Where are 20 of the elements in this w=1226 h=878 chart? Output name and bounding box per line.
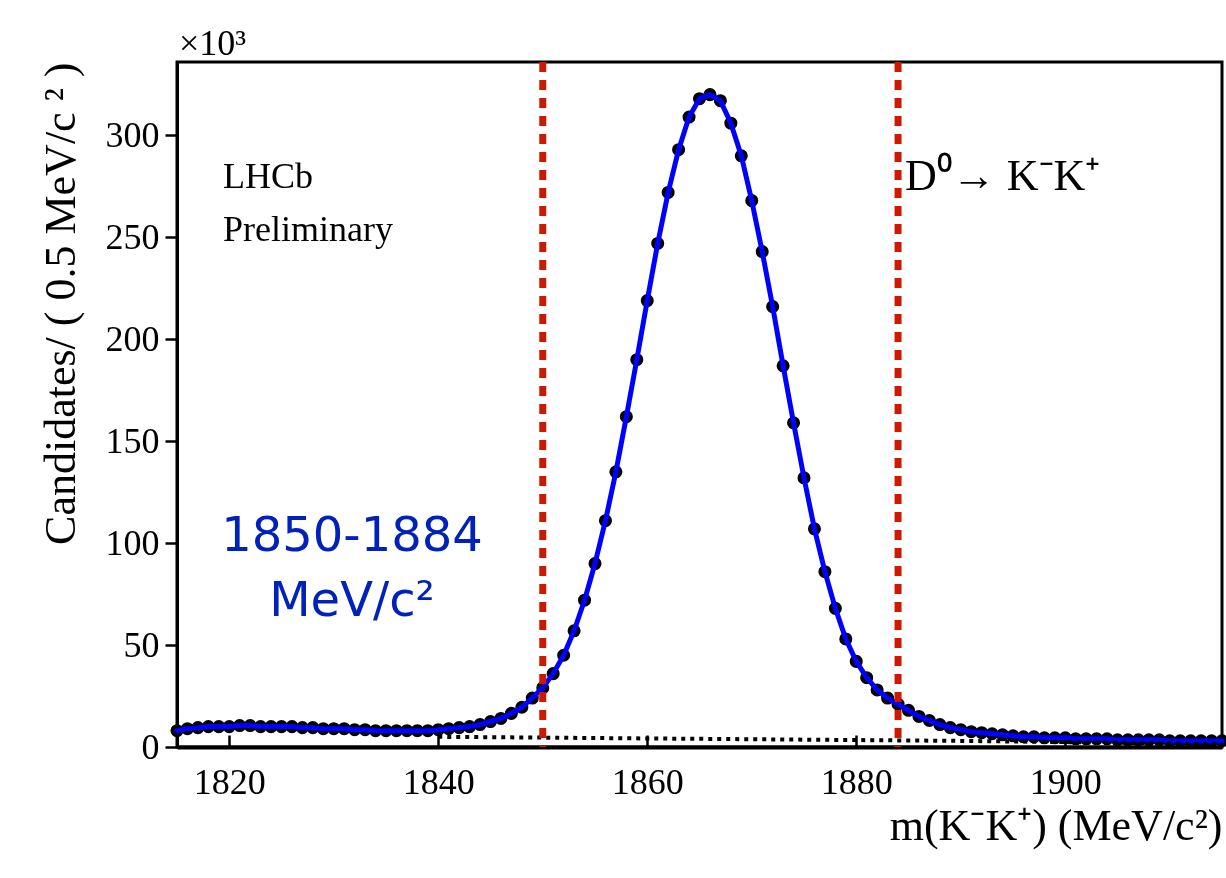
annotation: LHCb <box>223 156 313 196</box>
x-tick-label: 1900 <box>1029 761 1102 802</box>
y-tick-label: 50 <box>123 624 160 665</box>
annotation: ×10³ <box>179 23 247 63</box>
annotation: Preliminary <box>223 209 393 249</box>
x-axis-title: m(K⁻K⁺) (MeV/c²) <box>889 800 1223 850</box>
annotation: MeV/c² <box>269 571 435 627</box>
y-tick-label: 100 <box>105 522 160 563</box>
x-tick-label: 1840 <box>402 761 475 802</box>
x-tick-label: 1860 <box>611 761 684 802</box>
annotation: 1850-1884 <box>221 506 483 562</box>
y-tick-label: 300 <box>105 114 160 155</box>
y-tick-label: 250 <box>105 216 160 257</box>
x-tick-label: 1880 <box>820 761 893 802</box>
y-tick-label: 200 <box>105 318 160 359</box>
x-tick-label: 1820 <box>193 761 266 802</box>
y-tick-label: 150 <box>105 420 160 461</box>
y-axis-title: Candidates/ ( 0.5 MeV/c ² ) <box>35 62 85 545</box>
y-tick-label: 0 <box>141 726 160 767</box>
annotation: D⁰→ K⁻K⁺ <box>905 151 1101 200</box>
